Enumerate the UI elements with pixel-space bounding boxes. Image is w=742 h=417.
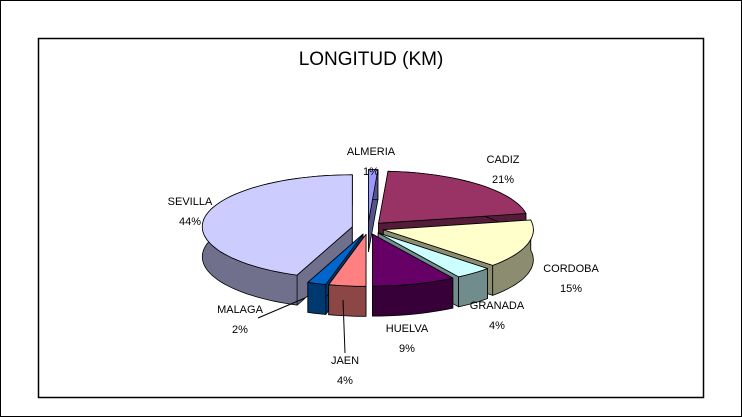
slice-label: ALMERIA	[347, 146, 396, 158]
slice-label: GRANADA	[470, 300, 525, 312]
pie	[201, 169, 534, 317]
slice-rim	[328, 284, 367, 317]
slice-top	[382, 219, 534, 266]
slice-value-label: 15%	[560, 283, 582, 295]
slice	[328, 233, 367, 317]
slice-label: SEVILLA	[168, 196, 213, 208]
leader-line	[342, 299, 346, 354]
slice-value-label: 21%	[492, 174, 514, 186]
slice-top	[372, 233, 454, 287]
slice-top	[377, 232, 488, 278]
slice	[372, 233, 454, 317]
slice-label: CORDOBA	[543, 263, 599, 275]
slice	[368, 169, 379, 253]
chart-title: LONGITUD (KM)	[299, 49, 444, 70]
slice-top	[328, 233, 367, 287]
leader-line	[257, 297, 306, 319]
slice-rim	[307, 282, 327, 315]
slice-top	[307, 233, 364, 285]
slice-value-label: 44%	[179, 216, 201, 228]
slice-value-label: 4%	[489, 320, 505, 332]
slice-label: CADIZ	[487, 154, 520, 166]
slice-value-label: 1%	[363, 166, 379, 178]
slice-value-label: 4%	[337, 375, 353, 387]
slice-label: HUELVA	[386, 323, 429, 335]
slice-top	[378, 170, 527, 224]
slice-top	[368, 169, 379, 223]
slice-label: MALAGA	[217, 304, 264, 316]
slice-value-label: 2%	[232, 324, 248, 336]
labels: ALMERIA 1% CADIZ 21% CORDOBA 15% GRANADA 4% HUEL…	[168, 146, 600, 387]
slice-top	[201, 174, 353, 276]
slice-label: JAEN	[331, 355, 359, 367]
slice-value-label: 9%	[399, 343, 415, 355]
